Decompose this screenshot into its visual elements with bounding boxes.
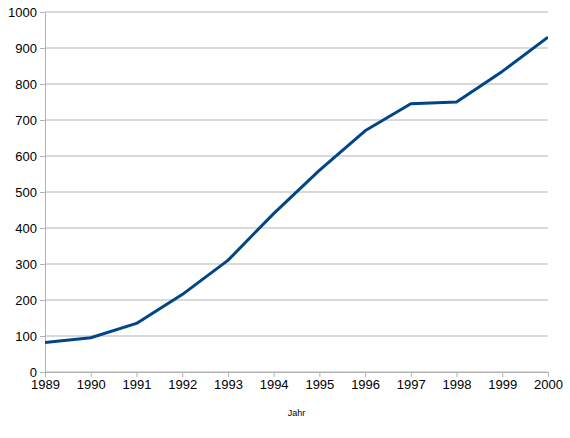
x-tick-label: 1997 <box>397 377 426 392</box>
x-axis-line <box>46 373 549 378</box>
x-tick: 1993 <box>214 372 243 392</box>
y-tick: 700 <box>15 113 45 128</box>
data-line <box>45 37 548 342</box>
plot: 0100200300400500600700800900100019891990… <box>8 5 563 393</box>
y-tick-mark <box>40 372 45 373</box>
x-tick-label: 1996 <box>351 377 380 392</box>
y-tick-label: 600 <box>15 149 37 164</box>
grid-line <box>45 84 548 85</box>
x-tick: 1996 <box>351 372 380 392</box>
y-tick-label: 900 <box>15 41 37 56</box>
x-tick: 1994 <box>260 372 289 392</box>
y-tick-mark <box>40 192 45 193</box>
y-tick: 400 <box>15 221 45 236</box>
x-tick: 1989 <box>31 372 60 392</box>
x-axis-title: Jahr <box>288 408 306 418</box>
x-tick-label: 1989 <box>31 377 60 392</box>
y-tick: 600 <box>15 149 45 164</box>
x-tick-label: 1992 <box>168 377 197 392</box>
y-tick-mark <box>40 228 45 229</box>
grid <box>45 12 548 372</box>
y-tick-mark <box>40 264 45 265</box>
y-tick-label: 700 <box>15 113 37 128</box>
y-tick-label: 400 <box>15 221 37 236</box>
x-tick-label: 1995 <box>305 377 334 392</box>
y-tick: 900 <box>15 41 45 56</box>
y-tick-mark <box>40 48 45 49</box>
y-tick-label: 200 <box>15 293 37 308</box>
y-tick-label: 300 <box>15 257 37 272</box>
y-tick-mark <box>40 84 45 85</box>
y-tick-mark <box>40 12 45 13</box>
y-tick: 100 <box>15 329 45 344</box>
x-tick-label: 1991 <box>122 377 151 392</box>
x-tick: 1992 <box>168 372 197 392</box>
grid-line <box>45 12 548 13</box>
x-tick-label: 1993 <box>214 377 243 392</box>
x-tick: 1998 <box>443 372 472 392</box>
grid-line <box>45 120 548 121</box>
grid-line <box>45 336 548 337</box>
grid-line <box>45 48 548 49</box>
grid-line <box>45 300 548 301</box>
x-tick-label: 1994 <box>260 377 289 392</box>
x-tick: 1999 <box>488 372 517 392</box>
y-tick-mark <box>40 156 45 157</box>
chart: 0100200300400500600700800900100019891990… <box>0 0 570 438</box>
x-tick-label: 1990 <box>77 377 106 392</box>
x-tick-label: 2000 <box>534 377 563 392</box>
series <box>45 37 548 342</box>
x-tick: 1995 <box>305 372 334 392</box>
y-tick-mark <box>40 300 45 301</box>
x-tick: 1990 <box>77 372 106 392</box>
y-tick-label: 1000 <box>8 5 37 20</box>
x-tick: 2000 <box>534 372 563 392</box>
y-tick-label: 500 <box>15 185 37 200</box>
y-tick-label: 100 <box>15 329 37 344</box>
y-axis-line <box>40 13 46 373</box>
y-tick-mark <box>40 120 45 121</box>
x-tick: 1991 <box>122 372 151 392</box>
y-tick: 300 <box>15 257 45 272</box>
x-tick-label: 1998 <box>443 377 472 392</box>
y-tick-label: 800 <box>15 77 37 92</box>
y-tick: 200 <box>15 293 45 308</box>
grid-line <box>45 228 548 229</box>
x-axis: 1989 1990 1991 1992 1993 1994 1995 1996 1997 1998… <box>31 372 563 392</box>
y-tick: 800 <box>15 77 45 92</box>
y-axis: 01002003004005006007008009001000 <box>8 5 45 380</box>
y-tick: 500 <box>15 185 45 200</box>
grid-line <box>45 156 548 157</box>
grid-line <box>45 264 548 265</box>
y-tick-mark <box>40 336 45 337</box>
x-tick-label: 1999 <box>488 377 517 392</box>
x-tick: 1997 <box>397 372 426 392</box>
y-tick: 1000 <box>8 5 45 20</box>
